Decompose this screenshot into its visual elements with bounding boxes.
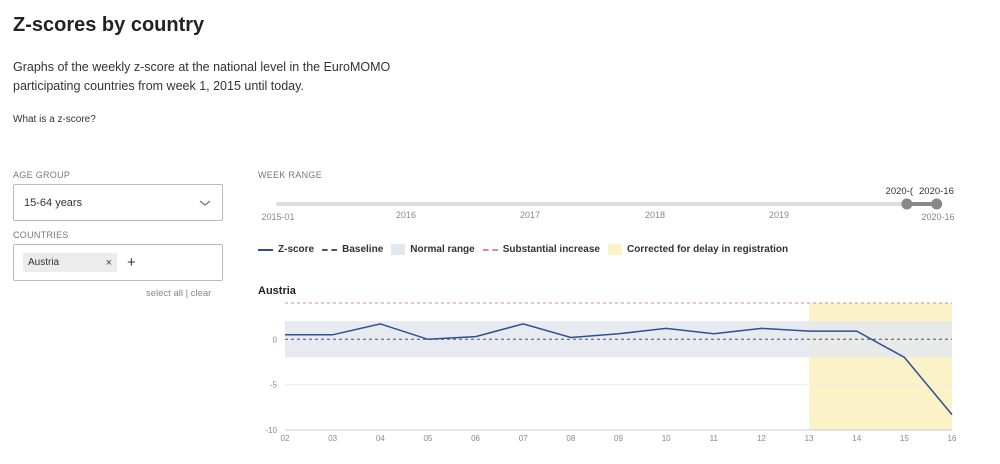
x-tick-label: 11 <box>710 434 719 443</box>
slider-handle-start[interactable] <box>901 198 913 210</box>
x-tick-label: 13 <box>805 434 814 443</box>
y-tick-label: 0 <box>273 335 278 344</box>
x-tick-label: 09 <box>614 434 623 443</box>
x-tick-label: 15 <box>900 434 909 443</box>
legend-label: Substantial increase <box>502 244 600 255</box>
chevron-down-icon <box>199 199 211 206</box>
legend-label: Corrected for delay in registration <box>627 244 789 255</box>
normal-range-band <box>285 321 952 358</box>
x-tick-label: 16 <box>948 434 957 443</box>
range-tick-label: 2018 <box>645 210 665 220</box>
y-tick-label: -10 <box>265 426 277 435</box>
x-tick-label: 12 <box>757 434 766 443</box>
delay-correction-swatch <box>608 244 622 255</box>
x-tick-label: 02 <box>281 434 290 443</box>
y-tick-label: -5 <box>270 381 278 390</box>
add-country-icon[interactable]: + <box>127 254 136 271</box>
x-tick-label: 08 <box>566 434 575 443</box>
range-tick-label: 2019 <box>769 210 789 220</box>
range-tick-label: 2020-16 <box>921 212 954 222</box>
range-tick-label: 2015-01 <box>261 212 294 222</box>
week-range-label: WEEK RANGE <box>258 170 323 180</box>
age-group-value: 15-64 years <box>24 196 83 209</box>
select-all-link[interactable]: select all <box>146 288 183 299</box>
substantial-increase-swatch <box>482 248 498 251</box>
countries-label: COUNTRIES <box>13 230 69 240</box>
slider-end-value: 2020-16 <box>919 186 954 197</box>
legend-baseline: Baseline <box>322 244 383 255</box>
legend-substantial-increase: Substantial increase <box>482 244 600 255</box>
age-group-select[interactable]: 15-64 years <box>13 184 223 221</box>
slider-start-value: 2020-( <box>886 186 914 197</box>
x-tick-label: 06 <box>471 434 480 443</box>
page-description: Graphs of the weekly z-score at the nati… <box>13 60 391 93</box>
x-tick-label: 03 <box>328 434 337 443</box>
legend-label: Baseline <box>342 244 384 255</box>
chart-legend: Z-score Baseline Normal range Substantia… <box>258 244 796 255</box>
slider-handle-end[interactable] <box>931 198 943 210</box>
country-chip-austria: Austria × <box>23 253 117 272</box>
x-tick-label: 07 <box>519 434 528 443</box>
legend-label: Z-score <box>278 244 315 255</box>
age-group-label: AGE GROUP <box>13 170 71 180</box>
countries-input[interactable]: Austria × + <box>13 244 223 281</box>
baseline-dash-swatch <box>322 248 338 251</box>
zscore-series-line <box>285 323 953 416</box>
range-tick-label: 2017 <box>520 210 540 220</box>
x-tick-label: 10 <box>662 434 671 443</box>
range-tick-label: 2016 <box>396 210 416 220</box>
what-is-zscore-link[interactable]: What is a z-score? <box>13 114 96 125</box>
remove-country-icon[interactable]: × <box>105 256 112 269</box>
legend-zscore: Z-score <box>258 244 314 255</box>
chart-title: Austria <box>258 285 296 297</box>
page-title: Z-scores by country <box>13 14 205 36</box>
legend-label: Normal range <box>410 244 475 255</box>
legend-normal-range: Normal range <box>391 244 475 255</box>
x-tick-label: 04 <box>376 434 385 443</box>
link-separator: | <box>185 288 189 299</box>
x-tick-label: 05 <box>423 434 432 443</box>
x-tick-label: 14 <box>852 434 861 443</box>
zscore-line-swatch <box>258 248 273 251</box>
legend-delay-correction: Corrected for delay in registration <box>608 244 788 255</box>
country-chip-label: Austria <box>28 257 60 268</box>
clear-link[interactable]: clear <box>190 288 212 299</box>
normal-range-swatch <box>391 244 406 255</box>
select-links: select all | clear <box>146 288 211 299</box>
